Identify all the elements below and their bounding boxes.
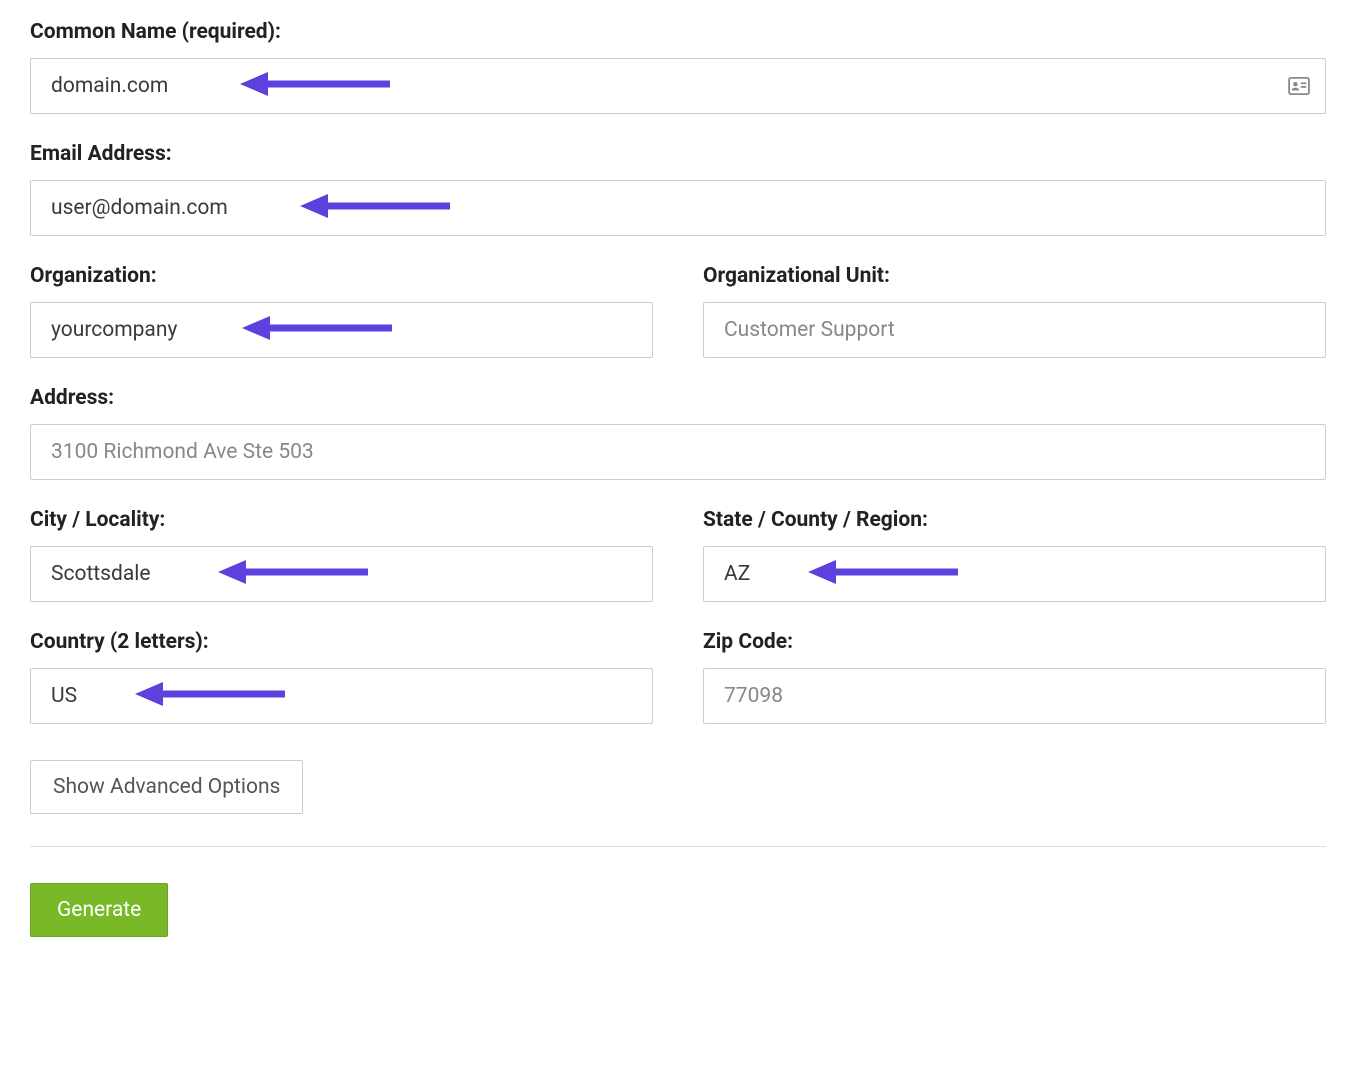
state-input-wrapper — [703, 546, 1326, 602]
generate-group: Generate — [30, 883, 1326, 937]
org-row: Organization: Organizational Unit: — [30, 264, 1326, 386]
country-zip-row: Country (2 letters): Zip Code: — [30, 630, 1326, 752]
address-group: Address: — [30, 386, 1326, 480]
org-unit-input[interactable] — [703, 302, 1326, 358]
city-input-wrapper — [30, 546, 653, 602]
email-group: Email Address: — [30, 142, 1326, 236]
city-input[interactable] — [30, 546, 653, 602]
email-input-wrapper — [30, 180, 1326, 236]
address-input[interactable] — [30, 424, 1326, 480]
email-label: Email Address: — [30, 142, 1326, 166]
common-name-input[interactable] — [30, 58, 1326, 114]
country-label: Country (2 letters): — [30, 630, 653, 654]
city-group: City / Locality: — [30, 508, 653, 602]
state-label: State / County / Region: — [703, 508, 1326, 532]
organization-label: Organization: — [30, 264, 653, 288]
common-name-label: Common Name (required): — [30, 20, 1326, 44]
email-input[interactable] — [30, 180, 1326, 236]
org-unit-group: Organizational Unit: — [703, 264, 1326, 358]
common-name-group: Common Name (required): — [30, 20, 1326, 114]
country-input-wrapper — [30, 668, 653, 724]
show-advanced-button[interactable]: Show Advanced Options — [30, 760, 303, 814]
common-name-input-wrapper — [30, 58, 1326, 114]
zip-group: Zip Code: — [703, 630, 1326, 724]
country-input[interactable] — [30, 668, 653, 724]
state-group: State / County / Region: — [703, 508, 1326, 602]
divider — [30, 846, 1326, 847]
advanced-group: Show Advanced Options — [30, 760, 1326, 814]
zip-input-wrapper — [703, 668, 1326, 724]
zip-label: Zip Code: — [703, 630, 1326, 654]
address-input-wrapper — [30, 424, 1326, 480]
city-label: City / Locality: — [30, 508, 653, 532]
address-label: Address: — [30, 386, 1326, 410]
country-group: Country (2 letters): — [30, 630, 653, 724]
city-state-row: City / Locality: State / County / Region… — [30, 508, 1326, 630]
zip-input[interactable] — [703, 668, 1326, 724]
org-unit-label: Organizational Unit: — [703, 264, 1326, 288]
org-unit-input-wrapper — [703, 302, 1326, 358]
organization-input[interactable] — [30, 302, 653, 358]
state-input[interactable] — [703, 546, 1326, 602]
organization-group: Organization: — [30, 264, 653, 358]
generate-button[interactable]: Generate — [30, 883, 168, 937]
organization-input-wrapper — [30, 302, 653, 358]
